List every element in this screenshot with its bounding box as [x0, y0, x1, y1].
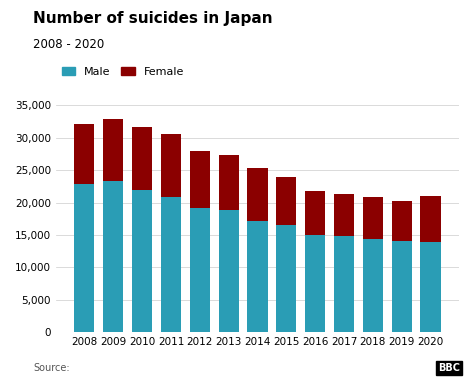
Text: Source:: Source: [33, 363, 70, 373]
Bar [103, 181, 123, 332]
Text: 2008 - 2020: 2008 - 2020 [33, 38, 104, 51]
Bar [420, 196, 441, 242]
Bar [74, 184, 94, 332]
Bar [190, 208, 210, 332]
Legend: Male, Female: Male, Female [62, 67, 184, 77]
Bar [161, 197, 181, 332]
Bar [334, 194, 354, 236]
Bar [103, 119, 123, 181]
Bar [363, 239, 383, 332]
Bar [161, 134, 181, 197]
Bar [276, 225, 296, 332]
Bar [247, 168, 268, 221]
Bar [276, 177, 296, 225]
Bar [392, 201, 412, 241]
Bar [420, 242, 441, 332]
Bar [334, 236, 354, 332]
Bar [247, 221, 268, 332]
Bar [190, 151, 210, 208]
Bar [132, 127, 152, 190]
Bar [392, 241, 412, 332]
Bar [219, 210, 239, 332]
Bar [363, 197, 383, 239]
Text: BBC: BBC [438, 363, 460, 373]
Bar [132, 190, 152, 332]
Bar [305, 191, 325, 235]
Text: Number of suicides in Japan: Number of suicides in Japan [33, 11, 273, 26]
Bar [305, 235, 325, 332]
Bar [219, 155, 239, 210]
Bar [74, 124, 94, 184]
